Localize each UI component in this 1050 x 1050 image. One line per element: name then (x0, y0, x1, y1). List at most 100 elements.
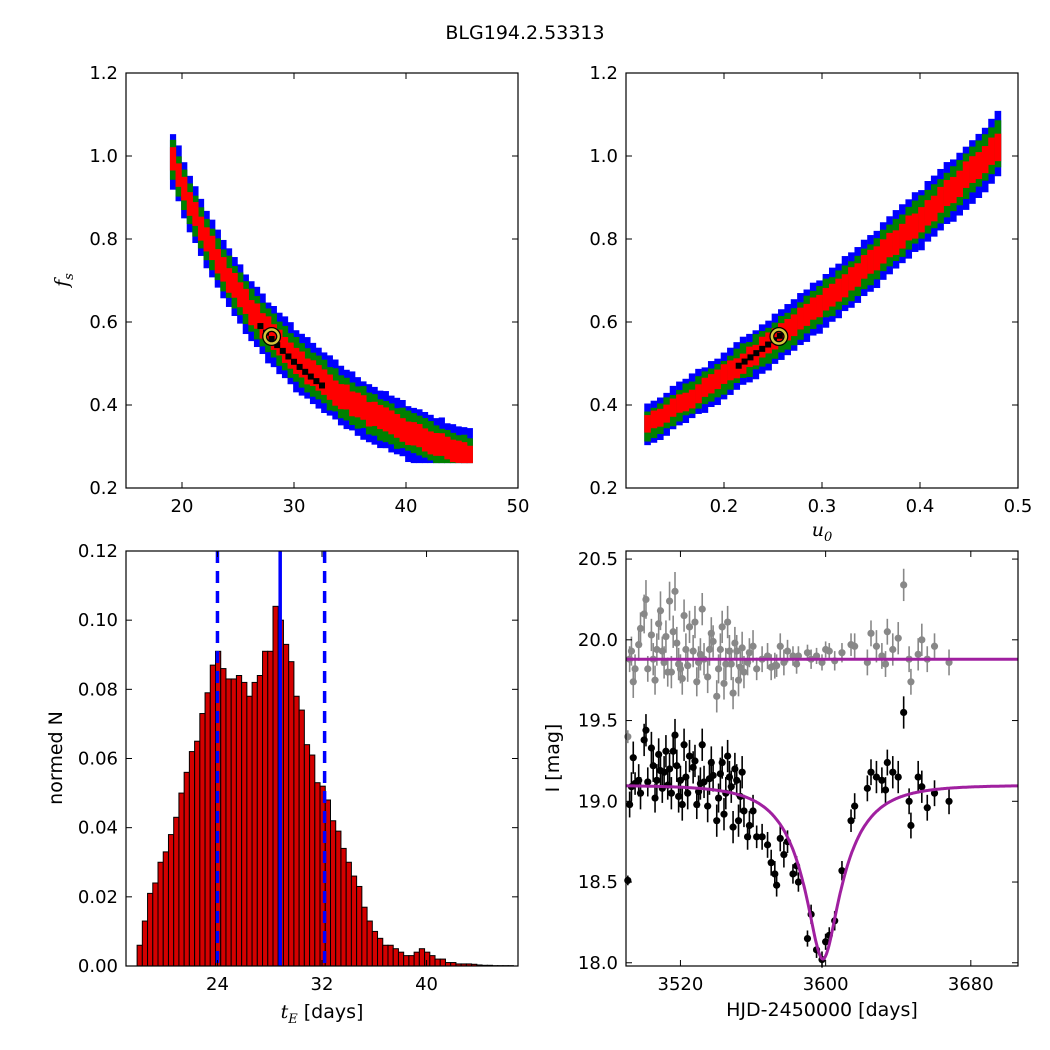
histogram-bar (303, 744, 311, 967)
histogram-bar (147, 892, 154, 967)
residual-point (714, 665, 723, 673)
residual-point (803, 649, 812, 657)
region-inner-cell (209, 235, 216, 261)
photometry-point (780, 850, 788, 859)
region-core-cell (302, 368, 309, 375)
residual-point (930, 642, 939, 650)
p1-xtick-label: 40 (395, 496, 418, 517)
p3-ytick-label: 0.10 (78, 610, 118, 631)
histogram-bar (167, 834, 175, 967)
p2-ytick-label: 0.2 (589, 478, 618, 499)
histogram-bar (282, 643, 290, 967)
histogram-bar (314, 782, 321, 967)
p3-ytick-label: 0.06 (78, 749, 118, 770)
photometry-point (684, 789, 692, 797)
region-inner-cell (225, 268, 233, 293)
best-fit-marker (770, 328, 788, 345)
p1-ytick-label: 0.4 (89, 395, 118, 416)
region-inner-cell (427, 431, 434, 455)
residual-point (656, 607, 665, 615)
residual-point (698, 605, 706, 613)
region-inner-cell (349, 391, 356, 417)
region-inner-cell (962, 161, 970, 188)
photometry-point (851, 802, 859, 810)
region-inner-cell (886, 232, 893, 258)
p2-ytick-label: 0.4 (589, 395, 618, 416)
p3-xtick-label: 32 (311, 974, 334, 995)
photometry-point (900, 708, 908, 717)
photometry-point (629, 754, 637, 762)
residual-point (669, 628, 677, 636)
residual-point (722, 660, 730, 668)
region-core-cell (307, 373, 314, 380)
region-inner-cell (803, 303, 811, 326)
region-core-cell (776, 332, 783, 339)
region-inner-cell (867, 249, 874, 274)
residual-point (671, 587, 679, 595)
photometry-point (665, 765, 674, 773)
p2-ytick-label: 0.6 (589, 312, 618, 333)
residual-point (740, 668, 748, 676)
region-inner-cell (253, 303, 261, 329)
p3-xtick-label: 40 (415, 974, 438, 995)
region-inner-cell (461, 442, 468, 464)
region-inner-cell (231, 272, 238, 298)
panel-tE-histogram-marks (136, 551, 514, 967)
histogram-bar (403, 955, 410, 967)
p2-ytick-label: 1.2 (589, 63, 618, 84)
histogram-bar (377, 937, 384, 967)
photometry-point (740, 807, 748, 815)
region-inner-cell (790, 314, 798, 337)
residual-point (680, 611, 688, 620)
model-curve (626, 784, 1018, 961)
histogram-bar (418, 948, 426, 967)
region-inner-cell (371, 401, 378, 427)
residual-point (729, 689, 737, 697)
photometry-point (644, 778, 652, 786)
region-inner-cell (438, 433, 445, 456)
region-core-cell (735, 362, 742, 369)
histogram-bar (397, 951, 405, 967)
residual-point (624, 733, 632, 741)
histogram-bar (178, 792, 185, 967)
region-inner-cell (809, 297, 817, 320)
region-inner-cell (937, 186, 944, 213)
residual-point (713, 692, 721, 700)
photometry-point (894, 773, 902, 781)
residual-point (662, 632, 670, 641)
residual-point (631, 665, 639, 673)
photometry-point (789, 870, 797, 878)
histogram-bar (256, 675, 264, 967)
histogram-bar (173, 816, 180, 967)
panel-fs-vs-tE-ticks: 20 30 40 50 0.2 0.4 0.6 0.8 1.0 1.2 (89, 63, 529, 517)
region-inner-cell (918, 207, 925, 233)
photometry-point (889, 768, 897, 776)
region-inner-cell (410, 422, 417, 446)
region-inner-cell (981, 146, 989, 174)
residual-point (716, 645, 724, 654)
histogram-bar (194, 740, 201, 967)
region-inner-cell (707, 374, 715, 394)
photometry-point (863, 784, 871, 792)
residual-point (644, 665, 652, 673)
photometry-point (685, 752, 694, 760)
region-inner-cell (714, 369, 721, 390)
region-inner-cell (309, 360, 317, 386)
residual-point (733, 647, 741, 655)
panel-fs-vs-u0-ticks: 0.2 0.3 0.4 0.5 0.2 0.4 0.6 0.8 1.0 1.2 (589, 63, 1032, 517)
residual-point (636, 624, 645, 633)
region-inner-cell (892, 230, 900, 255)
p4-xtick-label: 3520 (658, 974, 704, 995)
region-inner-cell (911, 213, 919, 239)
residual-point (704, 673, 712, 681)
region-core-cell (268, 336, 275, 343)
residual-point (651, 676, 659, 684)
p1-xtick-label: 30 (283, 496, 306, 517)
p2-xtick-label: 0.4 (906, 496, 935, 517)
region-inner-cell (343, 384, 350, 410)
region-inner-cell (873, 246, 881, 271)
p3-ytick-label: 0.00 (78, 956, 118, 977)
histogram-bar (439, 958, 446, 967)
p3-xtick-label: 24 (206, 974, 229, 995)
region-inner-cell (192, 202, 199, 226)
